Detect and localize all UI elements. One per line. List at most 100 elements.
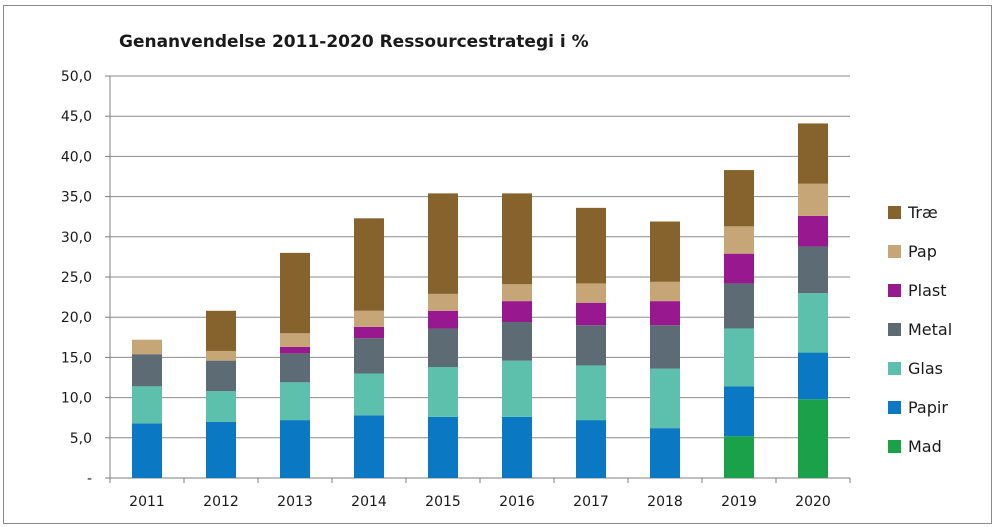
bar-segment-papir (354, 415, 384, 478)
y-tick-label: 20,0 (61, 310, 92, 326)
bar-segment-glas (354, 373, 384, 416)
bar-segment-glas (798, 293, 828, 353)
bar-segment-glas (206, 391, 236, 422)
bar-segment-metal (650, 325, 680, 369)
x-tick-label: 2011 (129, 494, 165, 510)
bar-segment-plast (576, 302, 606, 326)
bar-segment-pap (428, 293, 458, 311)
bar-segment-plast (650, 301, 680, 326)
bar-segment-pap (576, 283, 606, 303)
bar-segment-glas (724, 328, 754, 387)
legend-label-plast: Plast (908, 281, 947, 300)
bar-segment-pap (132, 339, 162, 355)
bar-segment-metal (798, 246, 828, 294)
x-tick-label: 2019 (721, 494, 757, 510)
legend-label-mad: Mad (908, 437, 942, 456)
bar-segment-plast (798, 215, 828, 247)
legend-swatch-metal (888, 323, 901, 336)
y-tick-label: 15,0 (61, 350, 92, 366)
bar-segment-mad (724, 436, 754, 478)
x-tick-label: 2018 (647, 494, 683, 510)
bar-segment-pap (650, 281, 680, 302)
bar-segment-papir (576, 420, 606, 478)
bar-segment-papir (428, 416, 458, 478)
legend-swatch-glas (888, 362, 901, 375)
bar-segment-træ (724, 170, 754, 227)
bar-segment-træ (206, 310, 236, 351)
y-tick-label: 45,0 (61, 109, 92, 125)
bar-segment-plast (354, 326, 384, 339)
bar-segment-papir (132, 423, 162, 478)
x-tick-label: 2016 (499, 494, 535, 510)
bar-segment-papir (650, 428, 680, 478)
bar-segment-pap (724, 226, 754, 254)
x-tick-label: 2013 (277, 494, 313, 510)
y-tick-label: 50,0 (61, 69, 92, 85)
bar-segment-metal (724, 283, 754, 329)
bar-segment-glas (132, 386, 162, 424)
bar-segment-metal (428, 328, 458, 368)
x-tick-label: 2014 (351, 494, 387, 510)
y-tick-label: 30,0 (61, 230, 92, 246)
bar-segment-pap (354, 310, 384, 327)
legend: Træ Pap Plast Metal Glas Papir Mad (888, 203, 952, 456)
chart-title: Genanvendelse 2011-2020 Ressourcestrateg… (119, 32, 589, 52)
bar-segment-træ (428, 193, 458, 294)
bar-segment-træ (502, 193, 532, 285)
bar-segment-metal (502, 322, 532, 361)
bar-segment-pap (502, 284, 532, 302)
x-tick-label: 2015 (425, 494, 461, 510)
x-tick-label: 2020 (795, 494, 831, 510)
legend-swatch-pap (888, 245, 901, 258)
y-tick-label: 25,0 (61, 270, 92, 286)
bar-segment-pap (798, 183, 828, 216)
bar-segment-plast (724, 253, 754, 284)
y-tick-label: 35,0 (61, 190, 92, 206)
bar-segment-plast (280, 346, 310, 354)
legend-label-glas: Glas (908, 359, 943, 378)
legend-swatch-papir (888, 401, 901, 414)
y-tick-label: - (87, 471, 92, 487)
bar-segment-glas (502, 360, 532, 417)
bar-segment-papir (280, 420, 310, 478)
legend-label-papir: Papir (908, 398, 948, 417)
bars (132, 123, 828, 478)
bar-segment-papir (206, 421, 236, 478)
bar-segment-metal (132, 354, 162, 387)
bar-segment-papir (502, 416, 532, 478)
bar-segment-plast (428, 310, 458, 329)
legend-swatch-træ (888, 206, 901, 219)
legend-swatch-plast (888, 284, 901, 297)
bar-segment-træ (576, 207, 606, 284)
bar-segment-metal (354, 338, 384, 374)
bar-segment-pap (280, 333, 310, 347)
bar-segment-glas (576, 365, 606, 421)
legend-label-metal: Metal (908, 320, 952, 339)
y-tick-label: 10,0 (61, 391, 92, 407)
bar-segment-glas (650, 368, 680, 429)
legend-swatch-mad (888, 440, 901, 453)
bar-segment-plast (502, 301, 532, 323)
bar-segment-træ (280, 252, 310, 334)
y-tick-label: 5,0 (70, 431, 92, 447)
bar-segment-glas (428, 367, 458, 417)
legend-label-pap: Pap (908, 242, 937, 261)
x-tick-label: 2017 (573, 494, 609, 510)
bar-segment-papir (724, 386, 754, 437)
x-tick-label: 2012 (203, 494, 239, 510)
bar-segment-papir (798, 352, 828, 400)
y-axis-ticks: - 5,0 10,0 15,0 20,0 25,0 30,0 35,0 40,0 45,0 50,0 (61, 69, 111, 487)
y-tick-label: 40,0 (61, 149, 92, 165)
bar-segment-metal (206, 360, 236, 392)
bar-segment-glas (280, 382, 310, 421)
x-axis: 2011 2012 2013 2014 2015 2016 2017 2018 2019 2020 (109, 478, 851, 510)
bar-segment-træ (354, 218, 384, 311)
bar-segment-træ (798, 123, 828, 184)
bar-segment-pap (206, 350, 236, 361)
bar-segment-metal (576, 325, 606, 366)
bar-segment-mad (798, 399, 828, 478)
legend-label-træ: Træ (907, 203, 938, 222)
bar-segment-metal (280, 353, 310, 383)
bar-segment-træ (650, 221, 680, 282)
